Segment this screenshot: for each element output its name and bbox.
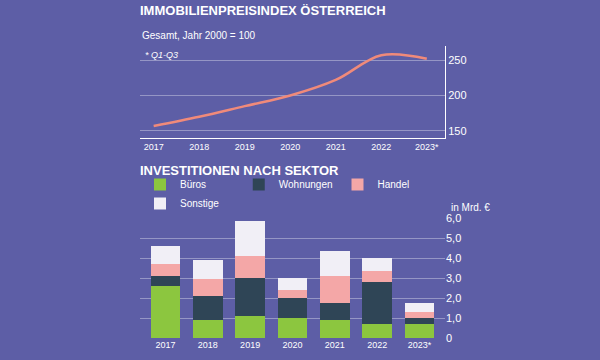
svg-text:Gesamt, Jahr 2000 = 100: Gesamt, Jahr 2000 = 100	[142, 30, 256, 41]
svg-text:2017: 2017	[155, 340, 175, 350]
svg-text:2021: 2021	[325, 340, 345, 350]
svg-text:2018: 2018	[189, 142, 209, 152]
svg-text:3,0: 3,0	[446, 272, 461, 284]
svg-text:2017: 2017	[144, 142, 164, 152]
svg-text:2023*: 2023*	[415, 142, 439, 152]
svg-text:2021: 2021	[326, 142, 346, 152]
svg-text:2022: 2022	[371, 142, 391, 152]
svg-text:2022: 2022	[367, 340, 387, 350]
svg-text:Wohnungen: Wohnungen	[279, 179, 333, 190]
svg-text:2019: 2019	[240, 340, 260, 350]
svg-text:2020: 2020	[282, 340, 302, 350]
svg-text:in Mrd. €: in Mrd. €	[451, 202, 490, 213]
svg-text:2020: 2020	[280, 142, 300, 152]
svg-text:* Q1-Q3: * Q1-Q3	[145, 50, 178, 60]
svg-text:2023*: 2023*	[408, 340, 432, 350]
svg-text:2019: 2019	[235, 142, 255, 152]
svg-text:INVESTITIONEN NACH SEKTOR: INVESTITIONEN NACH SEKTOR	[140, 163, 339, 178]
svg-text:250: 250	[448, 54, 466, 66]
svg-text:Sonstige: Sonstige	[180, 198, 219, 209]
svg-text:1,0: 1,0	[446, 312, 461, 324]
svg-text:4,0: 4,0	[446, 252, 461, 264]
svg-text:IMMOBILIENPREISINDEX ÖSTERREIC: IMMOBILIENPREISINDEX ÖSTERREICH	[140, 3, 386, 18]
svg-text:5,0: 5,0	[446, 232, 461, 244]
svg-text:2018: 2018	[198, 340, 218, 350]
svg-text:Handel: Handel	[378, 179, 410, 190]
svg-text:200: 200	[448, 89, 466, 101]
svg-text:6,0: 6,0	[446, 212, 461, 224]
svg-text:2,0: 2,0	[446, 292, 461, 304]
svg-text:0: 0	[446, 332, 452, 344]
svg-text:150: 150	[448, 125, 466, 137]
svg-text:Büros: Büros	[180, 179, 206, 190]
